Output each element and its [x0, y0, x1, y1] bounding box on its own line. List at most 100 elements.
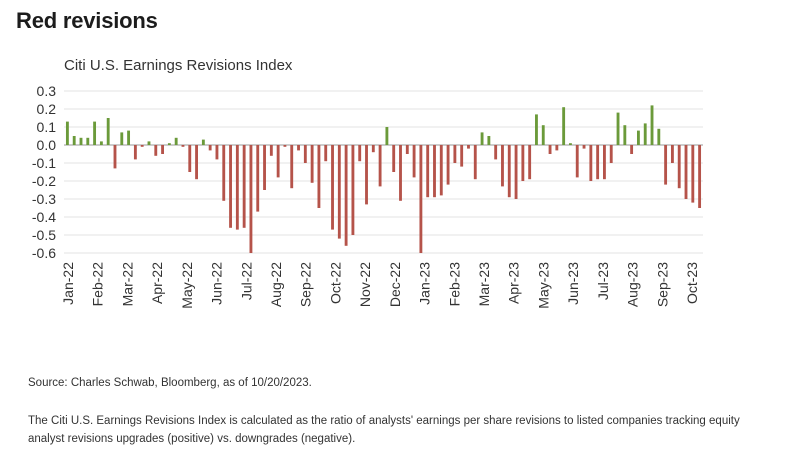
y-tick-label: -0.1	[32, 155, 56, 171]
bar	[324, 145, 328, 162]
x-tick-label: Apr-23	[506, 262, 522, 304]
x-axis-ticks: Jan-22 Feb-22 Mar-22 Apr-22 May-22 Jun-22 Jul-…	[60, 262, 700, 309]
bar	[290, 145, 294, 189]
bar	[589, 145, 593, 181]
bar	[317, 145, 321, 208]
y-axis-ticks: 0.3 0.2 0.1 0.0 -0.1 -0.2 -0.3 -0.4 -0.5 -0.6	[32, 83, 56, 261]
y-tick-label: -0.3	[32, 191, 56, 207]
x-tick-label: Mar-23	[476, 262, 492, 307]
bar	[691, 145, 695, 203]
bar	[507, 145, 511, 198]
x-tick-label: Feb-22	[90, 262, 106, 307]
bar	[263, 145, 266, 190]
bars	[65, 105, 702, 253]
bar	[351, 145, 355, 235]
bar	[65, 121, 69, 145]
bar	[229, 145, 232, 228]
bar	[201, 139, 205, 145]
x-tick-label: Aug-22	[268, 262, 284, 307]
bar	[399, 145, 402, 201]
x-tick-label: Sep-23	[654, 262, 670, 307]
bar	[106, 118, 110, 145]
x-tick-label: Jan-23	[417, 262, 433, 305]
bar	[133, 145, 137, 160]
bar	[127, 130, 131, 145]
bar	[99, 141, 103, 145]
x-tick-label: Aug-23	[625, 262, 641, 307]
bar	[392, 145, 396, 172]
x-tick-label: Sep-22	[298, 262, 314, 307]
bar	[569, 143, 572, 145]
bar	[433, 145, 436, 198]
bar	[344, 145, 348, 246]
bar	[120, 132, 124, 145]
bar	[222, 145, 226, 201]
bar	[494, 145, 498, 160]
bar	[623, 125, 627, 145]
y-tick-label: -0.5	[32, 227, 56, 243]
bar	[310, 145, 314, 183]
x-tick-label: Feb-23	[446, 262, 462, 307]
bar	[521, 145, 525, 181]
bar	[698, 145, 702, 208]
bar	[677, 145, 681, 189]
bar	[650, 105, 654, 145]
bar	[167, 143, 171, 145]
bar	[535, 114, 538, 145]
x-tick-label: Jun-22	[209, 262, 225, 305]
page-title: Red revisions	[16, 8, 158, 33]
bar	[235, 145, 239, 230]
x-tick-label: Jul-23	[595, 262, 611, 300]
bar	[609, 145, 613, 163]
bar	[140, 145, 144, 147]
bar	[188, 145, 192, 172]
bar	[487, 136, 491, 145]
bar	[358, 145, 362, 162]
bar	[365, 145, 368, 205]
bar	[514, 145, 518, 199]
bar	[93, 121, 97, 145]
bar	[303, 145, 307, 163]
bar	[412, 145, 416, 178]
x-tick-label: Dec-22	[387, 262, 403, 307]
bar	[208, 145, 212, 151]
bar	[548, 145, 552, 154]
x-tick-label: Apr-22	[149, 262, 165, 304]
bar	[643, 123, 647, 145]
bar	[426, 145, 430, 198]
y-tick-label: 0.0	[37, 137, 57, 153]
bar	[582, 145, 586, 149]
bar	[480, 132, 484, 145]
bar	[154, 145, 158, 156]
y-tick-label: -0.2	[32, 173, 56, 189]
bar	[215, 145, 219, 160]
methodology-note: The Citi U.S. Earnings Revisions Index i…	[28, 415, 740, 445]
bar	[371, 145, 375, 153]
x-tick-label: May-23	[535, 262, 551, 309]
x-tick-label: Jul-22	[238, 262, 254, 300]
chart-title: Citi U.S. Earnings Revisions Index	[64, 57, 293, 74]
bar	[630, 145, 634, 154]
bar	[378, 145, 382, 187]
bar	[79, 137, 83, 145]
bar	[603, 145, 606, 180]
bar	[256, 145, 260, 212]
gridlines	[64, 90, 703, 254]
bar	[385, 127, 389, 145]
bar	[331, 145, 334, 230]
bar	[528, 145, 532, 180]
bar	[161, 145, 164, 154]
y-tick-label: 0.3	[37, 83, 57, 99]
x-tick-label: Oct-23	[684, 262, 700, 304]
bar	[453, 145, 457, 163]
bar	[684, 145, 688, 199]
bar	[555, 145, 559, 151]
y-tick-label: 0.1	[37, 119, 57, 135]
bar	[562, 107, 566, 145]
bar	[283, 145, 287, 147]
bar	[419, 145, 423, 253]
x-tick-label: May-22	[179, 262, 195, 309]
bar	[147, 141, 151, 145]
bar	[575, 145, 579, 178]
bar	[174, 137, 178, 145]
